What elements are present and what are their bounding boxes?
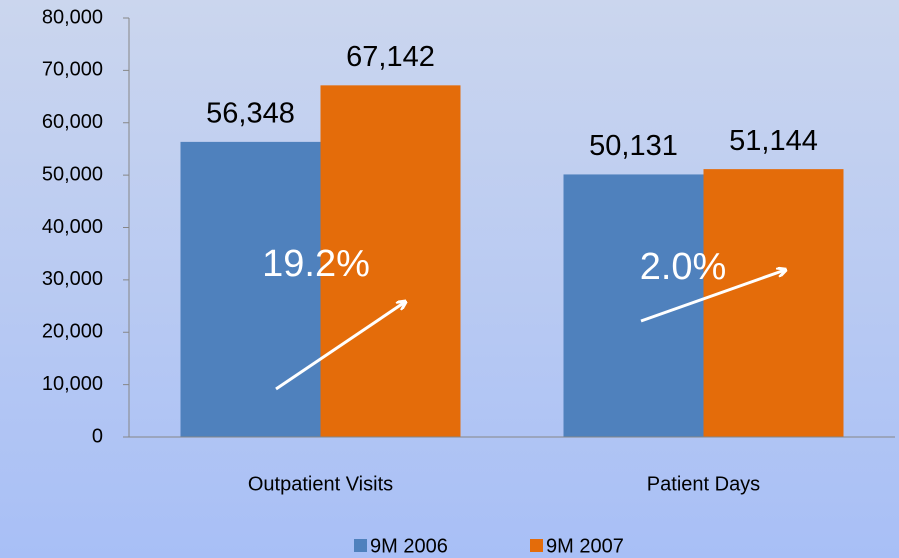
legend-swatch [530, 539, 543, 552]
y-tick-label: 30,000 [42, 268, 103, 290]
annotation: 19.2% [262, 243, 370, 285]
bar [320, 85, 461, 437]
bar [703, 169, 844, 437]
data-label: 56,348 [206, 98, 295, 130]
arrow [275, 302, 405, 391]
legend-label: 9M 2007 [546, 535, 624, 557]
data-label: 50,131 [589, 130, 678, 162]
annotation: 2.0% [640, 246, 727, 288]
x-tick-label: Patient Days [647, 473, 760, 495]
y-tick-label: 40,000 [42, 216, 103, 238]
plot: 0 10,000 20,000 30,000 40,000 50,000 60,000 70,… [42, 6, 895, 557]
data-label: 51,144 [729, 125, 818, 157]
data-label: 67,142 [346, 41, 435, 73]
y-tick-label: 10,000 [42, 373, 103, 395]
bar [180, 141, 321, 437]
x-tick-label: Outpatient Visits [248, 473, 393, 495]
arrow [640, 270, 785, 323]
legend-swatch [354, 539, 367, 552]
y-tick-label: 60,000 [42, 111, 103, 133]
y-tick-label: 20,000 [42, 321, 103, 343]
y-tick-label: 50,000 [42, 163, 103, 185]
y-tick-label: 70,000 [42, 59, 103, 81]
y-tick-label: 0 [92, 425, 103, 447]
y-tick-label: 80,000 [42, 6, 103, 28]
legend-label: 9M 2006 [370, 535, 448, 557]
